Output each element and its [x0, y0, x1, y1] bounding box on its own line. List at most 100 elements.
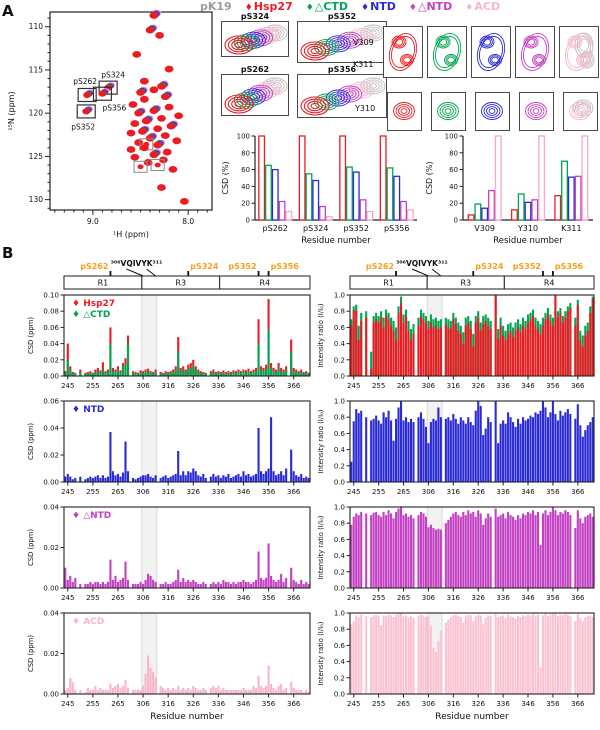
svg-text:0.02: 0.02: [43, 356, 59, 364]
svg-text:326: 326: [472, 700, 486, 708]
svg-text:pS356: pS356: [555, 262, 584, 271]
vqivyk-peak-insets: V309 K311 Y310: [353, 24, 600, 136]
legend-item: ♦ACD: [465, 0, 501, 13]
svg-text:366: 366: [571, 382, 585, 390]
hsqc-spectrum: 110 115 120 125 130 9.0 8.0 ¹H (ppm) ¹⁵N (ppm) pS…: [7, 9, 213, 239]
y310-inset: [387, 92, 422, 131]
svg-text:0.06: 0.06: [43, 324, 59, 332]
svg-text:CSD (ppm): CSD (ppm): [27, 635, 35, 672]
svg-text:0.00: 0.00: [43, 373, 59, 381]
residue-label: K311: [353, 60, 374, 69]
svg-text:110: 110: [29, 22, 44, 31]
domain-annotation-right: R1 R3 R4 pS262 pS324 pS352 pS356 ³⁰⁶VQIVYK³¹¹: [349, 259, 595, 290]
svg-text:0.2: 0.2: [334, 674, 345, 682]
svg-text:♦ ACD: ♦ ACD: [72, 617, 104, 627]
svg-text:356: 356: [546, 488, 560, 496]
legend-item: ♦△NTD: [408, 0, 453, 13]
svg-text:0.8: 0.8: [334, 520, 345, 528]
peak-inset-pS356: pS356: [296, 65, 388, 118]
residue-label: Y310: [355, 104, 376, 113]
svg-text:245: 245: [347, 700, 360, 708]
svg-text:326: 326: [187, 382, 201, 390]
svg-text:255: 255: [86, 700, 99, 708]
svg-text:0.4: 0.4: [334, 340, 346, 348]
panel-a-label: A: [2, 2, 14, 20]
svg-text:346: 346: [237, 382, 251, 390]
svg-text:♦ △CTD: ♦ △CTD: [72, 310, 110, 320]
svg-text:366: 366: [571, 488, 585, 496]
svg-text:♦ NTD: ♦ NTD: [72, 405, 104, 415]
svg-text:336: 336: [212, 594, 226, 602]
svg-text:0.8: 0.8: [334, 626, 345, 634]
svg-text:pS262: pS262: [80, 262, 108, 271]
svg-text:pS262: pS262: [366, 262, 394, 271]
svg-text:255: 255: [372, 594, 385, 602]
inset-label: pS356: [327, 65, 357, 74]
legend-title: pK19: [200, 0, 232, 13]
svg-text:pS352: pS352: [228, 262, 256, 271]
legend-item: ♦NTD: [360, 0, 396, 13]
svg-text:0.0: 0.0: [334, 585, 345, 593]
svg-text:0.8: 0.8: [334, 414, 345, 422]
svg-text:316: 316: [447, 700, 461, 708]
svg-text:346: 346: [521, 700, 535, 708]
csd-percent-chart-phosphosites: 0 20 40 60 80 100 CSD (%) pS262 pS324 pS352 pS356 R…: [221, 133, 417, 246]
svg-text:265: 265: [111, 594, 124, 602]
y310-inset: [563, 92, 598, 131]
svg-text:40: 40: [241, 183, 250, 191]
svg-text:255: 255: [86, 594, 99, 602]
svg-text:366: 366: [287, 700, 301, 708]
legend-item: ♦Hsp27: [244, 0, 293, 13]
y310-inset: [519, 92, 554, 131]
svg-text:K311: K311: [561, 224, 582, 233]
svg-text:CSD (%): CSD (%): [425, 161, 434, 194]
peak-inset-pS262: pS262: [220, 65, 290, 118]
svg-text:0.4: 0.4: [334, 658, 346, 666]
svg-text:336: 336: [496, 488, 510, 496]
svg-text:pS262: pS262: [263, 224, 288, 233]
svg-text:245: 245: [61, 700, 74, 708]
svg-text:100: 100: [237, 133, 250, 141]
svg-text:356: 356: [262, 382, 276, 390]
svg-text:326: 326: [187, 700, 201, 708]
vqivyk-inset: [427, 26, 467, 78]
svg-text:0.04: 0.04: [43, 425, 59, 433]
svg-text:20: 20: [449, 200, 458, 208]
svg-text:0.4: 0.4: [334, 552, 346, 560]
svg-text:366: 366: [287, 488, 301, 496]
vqivyk-inset: [559, 26, 599, 78]
csd-chart-acd: 0.00 0.02 0.04 245 255 265 306 316 326 336 346 356 3…: [27, 610, 311, 708]
svg-text:265: 265: [397, 382, 410, 390]
svg-text:316: 316: [161, 488, 175, 496]
svg-text:0.04: 0.04: [43, 340, 59, 348]
svg-text:255: 255: [86, 488, 99, 496]
svg-text:316: 316: [447, 382, 461, 390]
svg-text:Intensity ratio (I/I₀): Intensity ratio (I/I₀): [317, 515, 325, 579]
svg-text:346: 346: [521, 594, 535, 602]
svg-text:Residue number: Residue number: [493, 236, 563, 246]
panel-b-label: B: [2, 244, 14, 262]
svg-text:306: 306: [136, 594, 150, 602]
svg-text:0.00: 0.00: [43, 691, 59, 699]
svg-text:265: 265: [397, 700, 410, 708]
svg-text:0.02: 0.02: [43, 452, 59, 460]
svg-text:326: 326: [472, 488, 486, 496]
svg-text:20: 20: [241, 200, 250, 208]
svg-text:326: 326: [187, 594, 201, 602]
svg-text:0.6: 0.6: [334, 536, 346, 544]
svg-text:0.06: 0.06: [43, 398, 59, 406]
svg-text:60: 60: [241, 166, 250, 174]
svg-text:CSD (ppm): CSD (ppm): [27, 423, 35, 460]
svg-text:306: 306: [136, 382, 150, 390]
svg-text:316: 316: [161, 382, 175, 390]
svg-text:0.10: 0.10: [43, 292, 59, 300]
svg-text:356: 356: [262, 700, 276, 708]
svg-text:80: 80: [449, 149, 458, 157]
svg-text:130: 130: [29, 195, 44, 204]
svg-text:115: 115: [29, 65, 44, 74]
svg-text:366: 366: [287, 594, 301, 602]
svg-text:pS262: pS262: [73, 77, 97, 86]
svg-text:0.6: 0.6: [334, 642, 346, 650]
svg-text:346: 346: [237, 700, 251, 708]
